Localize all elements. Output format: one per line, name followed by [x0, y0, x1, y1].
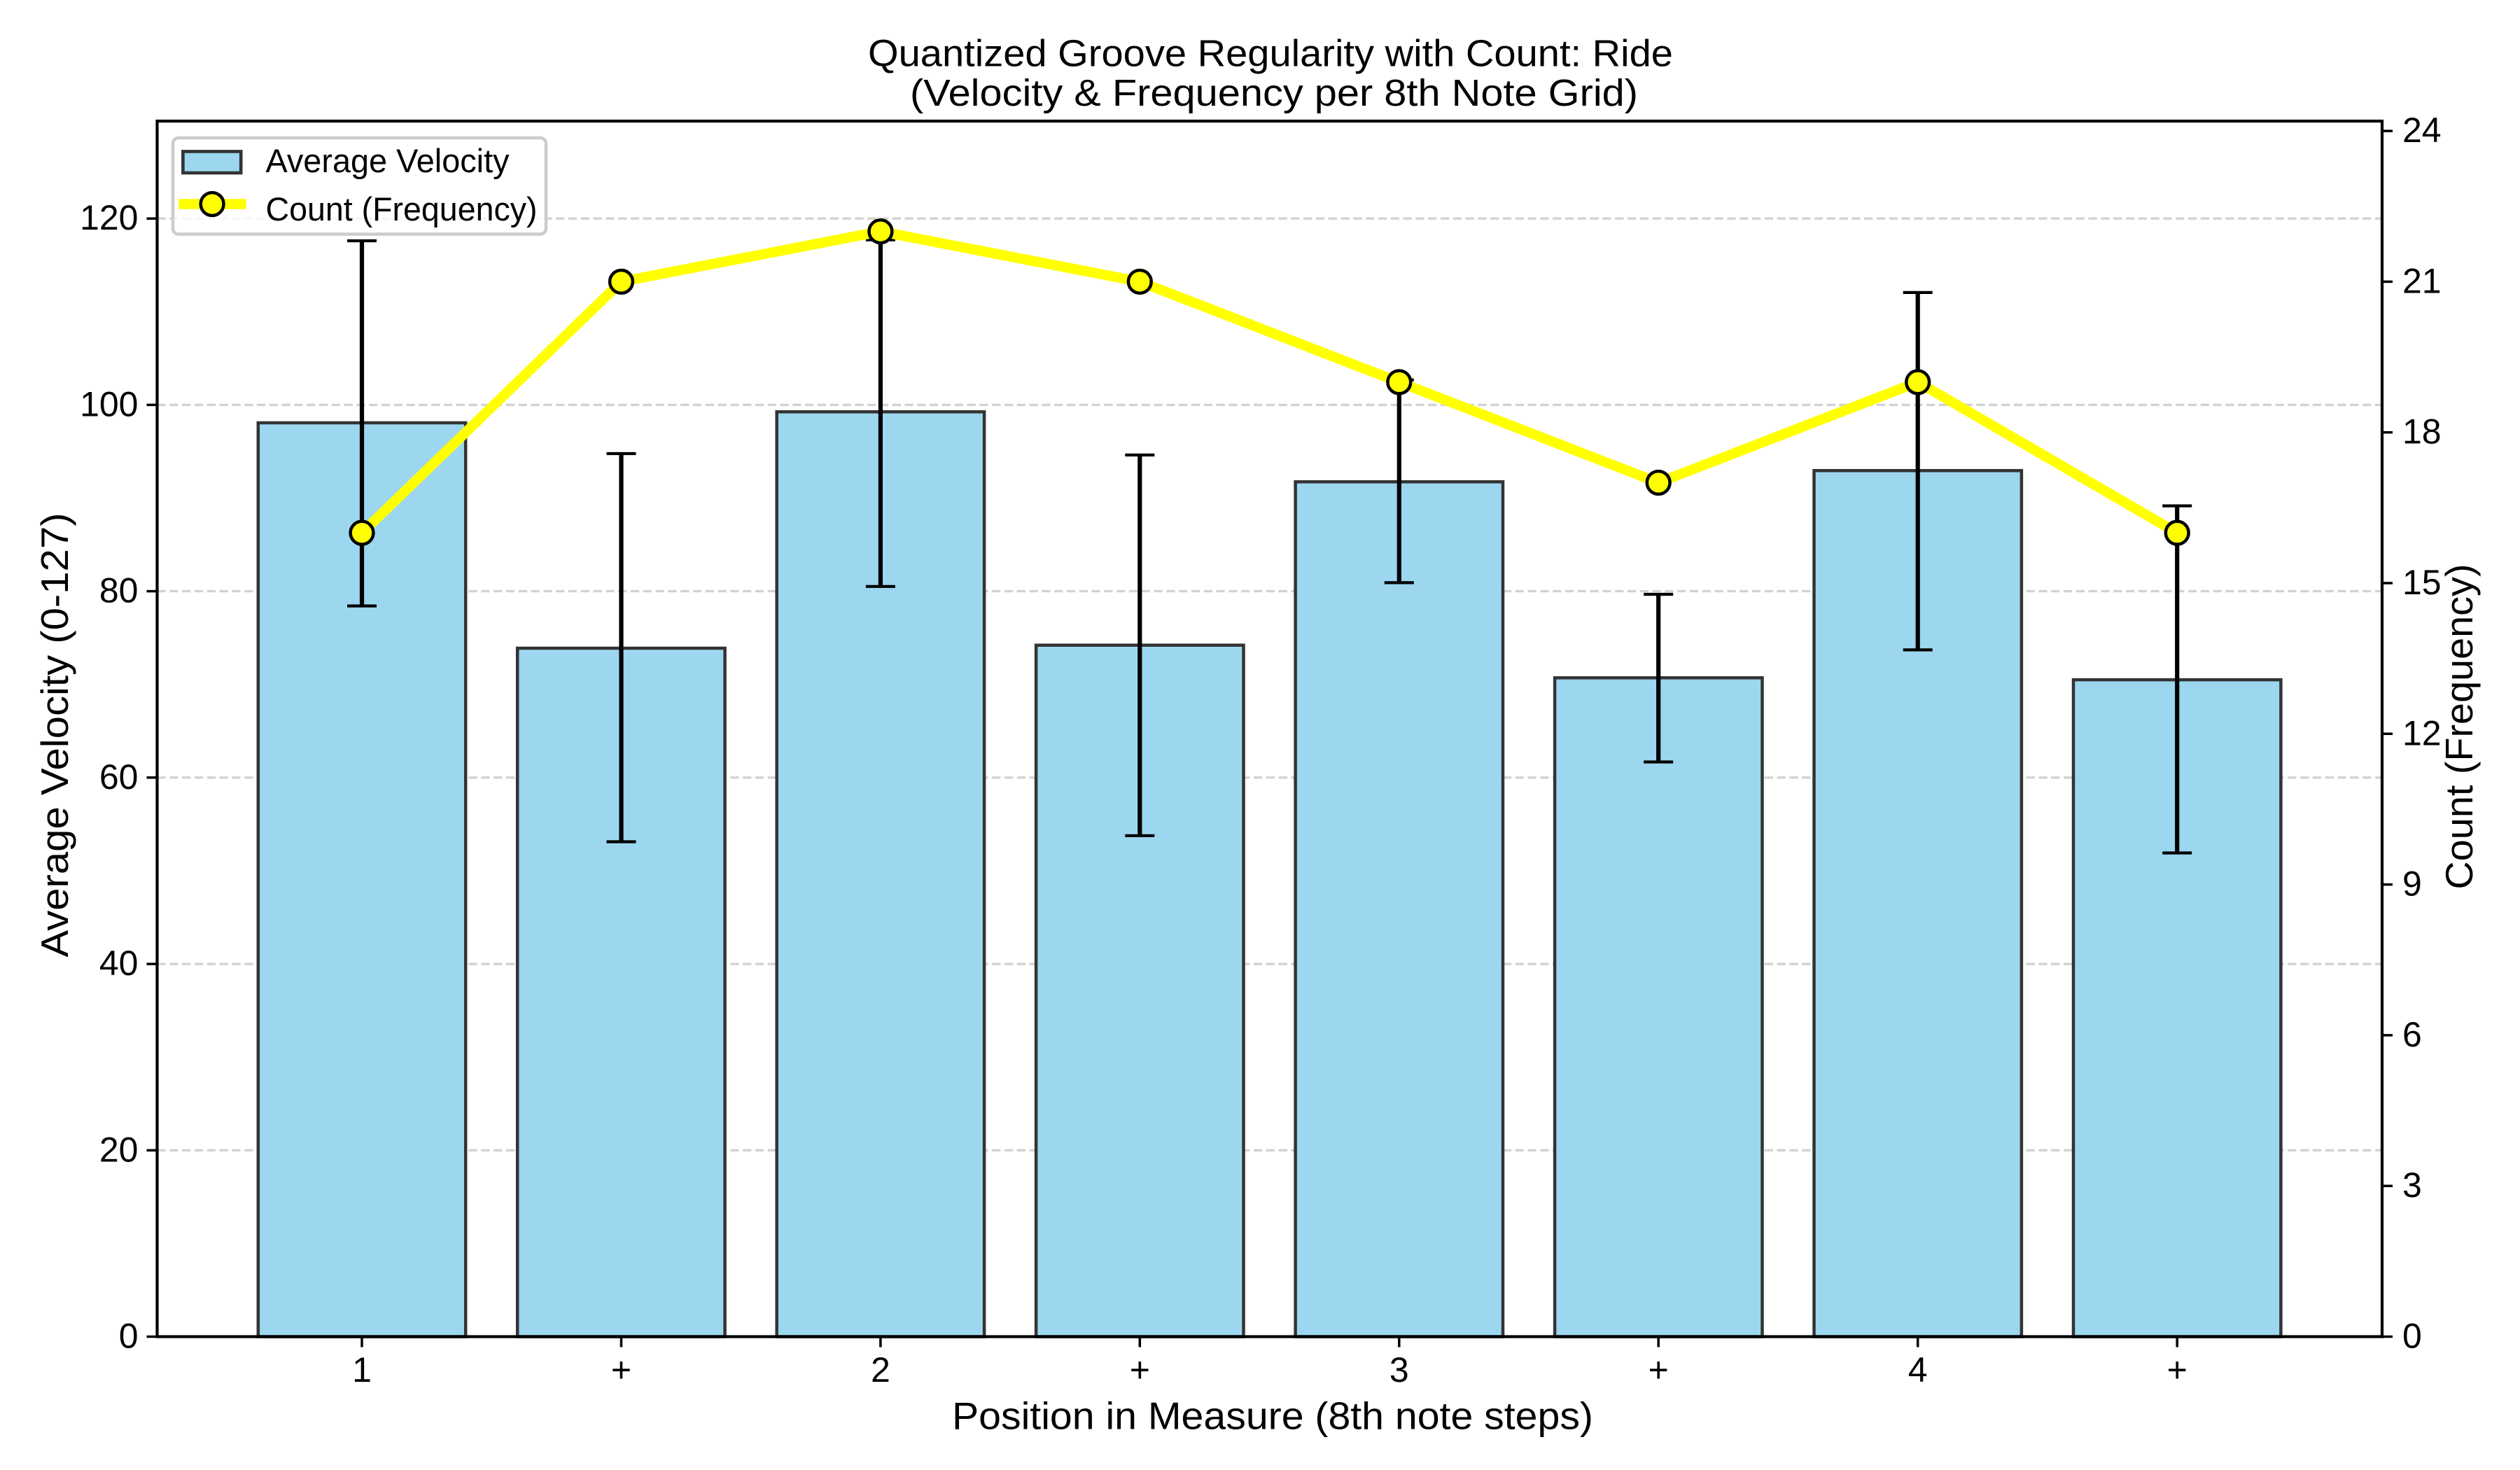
- svg-text:12: 12: [2402, 713, 2442, 752]
- svg-text:15: 15: [2402, 563, 2442, 602]
- svg-text:9: 9: [2402, 864, 2422, 904]
- svg-text:80: 80: [99, 571, 139, 610]
- svg-text:3: 3: [1390, 1350, 1409, 1390]
- svg-text:+: +: [1648, 1350, 1669, 1390]
- svg-text:4: 4: [1908, 1350, 1928, 1390]
- svg-text:1: 1: [352, 1350, 372, 1390]
- svg-text:100: 100: [80, 384, 138, 424]
- svg-text:+: +: [1130, 1350, 1150, 1390]
- svg-text:2: 2: [871, 1350, 890, 1390]
- svg-text:0: 0: [119, 1317, 139, 1356]
- svg-text:Average Velocity (0-127): Average Velocity (0-127): [33, 513, 76, 958]
- svg-text:(Velocity & Frequency per 8th: (Velocity & Frequency per 8th Note Grid): [910, 72, 1638, 114]
- svg-text:6: 6: [2402, 1015, 2422, 1054]
- svg-text:0: 0: [2402, 1317, 2422, 1356]
- svg-text:Quantized Groove Regularity wi: Quantized Groove Regularity with Count: …: [868, 33, 1673, 75]
- svg-text:Count (Frequency): Count (Frequency): [2437, 564, 2481, 890]
- svg-text:120: 120: [80, 198, 138, 237]
- svg-text:Count (Frequency): Count (Frequency): [266, 190, 538, 227]
- svg-text:20: 20: [99, 1130, 139, 1169]
- svg-text:+: +: [611, 1350, 631, 1390]
- svg-text:3: 3: [2402, 1166, 2422, 1205]
- svg-text:Average Velocity: Average Velocity: [266, 142, 510, 179]
- svg-text:40: 40: [99, 944, 139, 983]
- svg-text:Position in Measure (8th note: Position in Measure (8th note steps): [952, 1394, 1593, 1437]
- svg-text:+: +: [2167, 1350, 2188, 1390]
- svg-text:60: 60: [99, 757, 139, 797]
- svg-text:21: 21: [2402, 261, 2442, 300]
- svg-text:24: 24: [2402, 111, 2442, 150]
- svg-text:18: 18: [2402, 412, 2442, 451]
